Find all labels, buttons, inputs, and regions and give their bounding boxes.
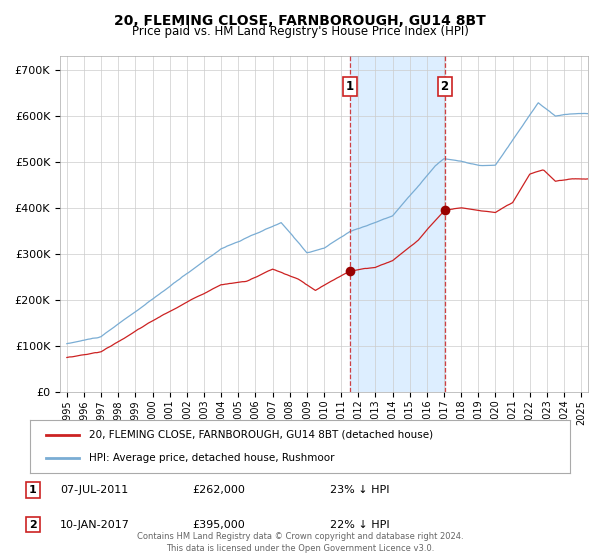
Text: 10-JAN-2017: 10-JAN-2017 [60, 520, 130, 530]
Text: 23% ↓ HPI: 23% ↓ HPI [330, 485, 389, 495]
Text: Contains HM Land Registry data © Crown copyright and database right 2024.
This d: Contains HM Land Registry data © Crown c… [137, 532, 463, 553]
Text: £262,000: £262,000 [192, 485, 245, 495]
Text: 20, FLEMING CLOSE, FARNBOROUGH, GU14 8BT (detached house): 20, FLEMING CLOSE, FARNBOROUGH, GU14 8BT… [89, 430, 434, 440]
Text: 20, FLEMING CLOSE, FARNBOROUGH, GU14 8BT: 20, FLEMING CLOSE, FARNBOROUGH, GU14 8BT [114, 14, 486, 28]
Text: 1: 1 [29, 485, 37, 495]
Text: 2: 2 [29, 520, 37, 530]
Text: Price paid vs. HM Land Registry's House Price Index (HPI): Price paid vs. HM Land Registry's House … [131, 25, 469, 38]
Text: 2: 2 [440, 80, 449, 93]
Text: HPI: Average price, detached house, Rushmoor: HPI: Average price, detached house, Rush… [89, 453, 335, 463]
Text: 1: 1 [346, 80, 354, 93]
Bar [350, 56, 445, 392]
Text: 22% ↓ HPI: 22% ↓ HPI [330, 520, 389, 530]
Text: £395,000: £395,000 [192, 520, 245, 530]
Text: 07-JUL-2011: 07-JUL-2011 [60, 485, 128, 495]
